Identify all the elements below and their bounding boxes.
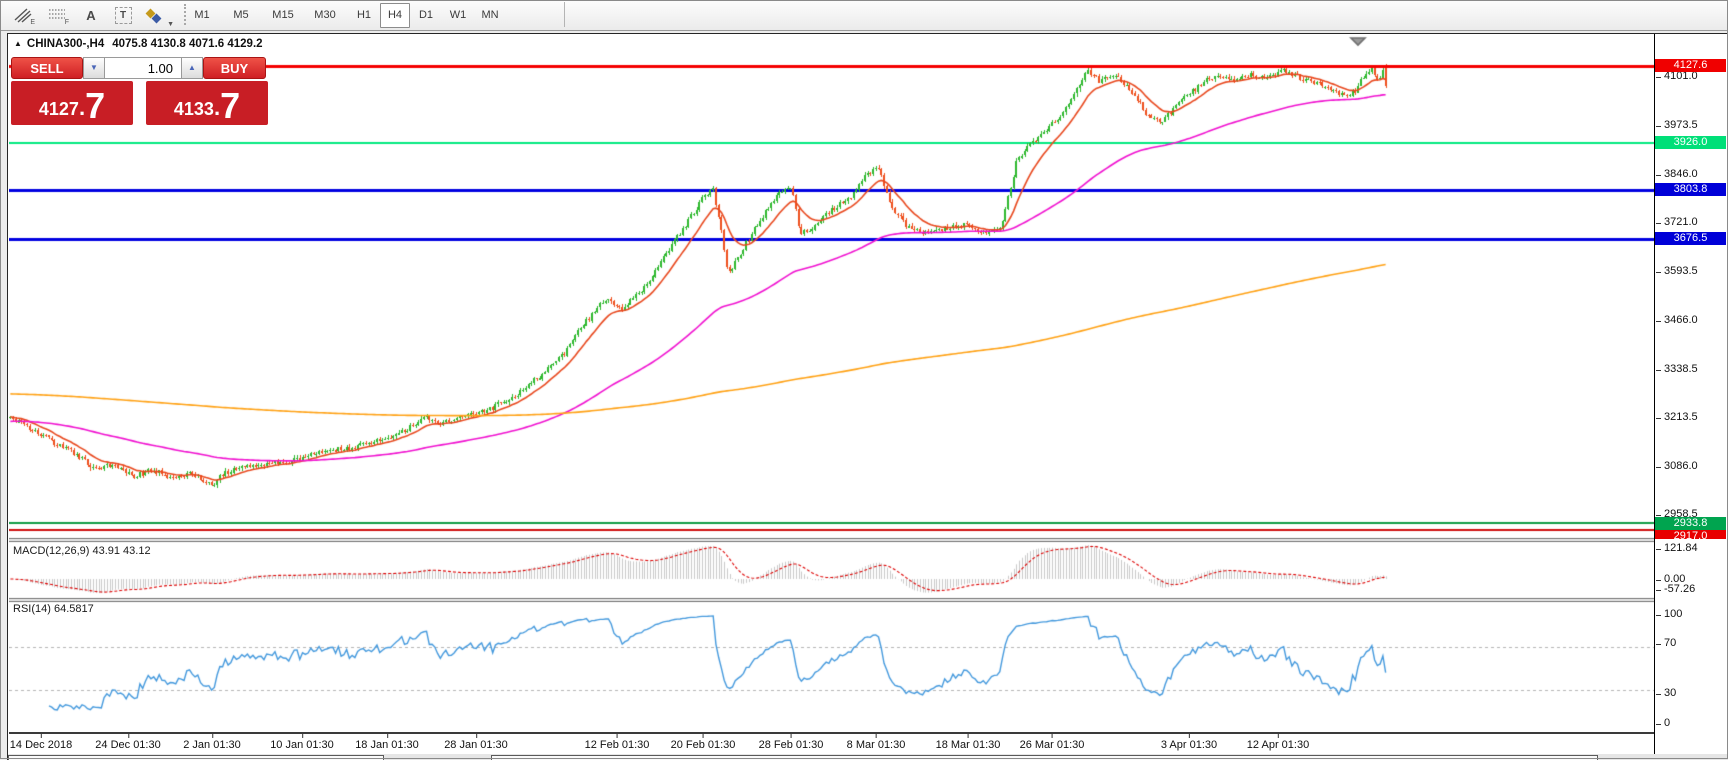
tab-timeframe-m1[interactable]: M1 [194, 9, 210, 21]
volume-increase-button[interactable]: ▲ [181, 57, 203, 79]
tab-timeframe-h4[interactable]: H4 [380, 3, 410, 28]
shapes-tool-icon[interactable]: ▼ [140, 3, 176, 28]
level-price-badge: 3676.5 [1655, 232, 1726, 245]
level-price-badge: 3803.8 [1655, 183, 1726, 196]
buy-button[interactable]: BUY [203, 57, 266, 79]
date-tick: 12 Feb 01:30 [584, 734, 650, 751]
chevron-down-icon: ▼ [167, 21, 174, 28]
rsi-axis-tick: 100 [1655, 608, 1683, 620]
statusbar-box [491, 755, 1598, 760]
rsi-axis-tick: 0 [1655, 717, 1671, 729]
price-tick: 3846.0 [1656, 168, 1698, 180]
price-tick: 3973.5 [1656, 119, 1698, 131]
tab-timeframe-m15[interactable]: M15 [272, 9, 294, 21]
level-price-badge: 3926.0 [1655, 136, 1726, 149]
chart-title: ▲ CHINA300-,H4 4075.8 4130.8 4071.6 4129.2 [14, 38, 263, 50]
fibo-tool-sub: F [64, 19, 69, 26]
date-tick: 26 Mar 01:30 [1019, 734, 1085, 751]
date-tick: 8 Mar 01:30 [846, 734, 906, 751]
volume-decrease-button[interactable]: ▼ [83, 57, 105, 79]
chart-collapse-toggle[interactable]: ▲ [14, 39, 22, 48]
tab-timeframe-h1[interactable]: H1 [356, 9, 372, 21]
price-tick: 3338.5 [1656, 363, 1698, 375]
macd-axis-tick: 0.00 [1655, 573, 1686, 585]
chart-window: ▲ CHINA300-,H4 4075.8 4130.8 4071.6 4129.2… [7, 33, 1728, 760]
rsi-axis-tick: 70 [1655, 637, 1677, 649]
price-tick: 3593.5 [1656, 265, 1698, 277]
label-tool-icon[interactable]: T [108, 3, 138, 28]
chevron-down-icon: ▼ [90, 63, 98, 72]
symbol-period-label: CHINA300-,H4 [26, 38, 105, 50]
macd-axis-tick: -57.26 [1655, 583, 1696, 595]
draw-lines-tool-icon[interactable]: E [8, 3, 38, 28]
chart-plot-area[interactable] [9, 35, 1654, 732]
tab-timeframe-m5[interactable]: M5 [233, 9, 249, 21]
lines-tool-sub: E [30, 19, 35, 26]
date-tick: 12 Apr 01:30 [1246, 734, 1310, 751]
rsi-axis-tick: 30 [1655, 687, 1677, 699]
toolbar-separator [564, 2, 565, 27]
date-tick: 2 Jan 01:30 [183, 734, 241, 751]
one-click-trading-panel: SELL ▼ ▲ BUY 4127.7 4133.7 [11, 57, 268, 125]
price-axis[interactable]: 4101.0 3973.5 3846.0 3721.0 3593.5 3466.… [1654, 34, 1728, 760]
date-axis[interactable]: 14 Dec 2018 24 Dec 01:30 2 Jan 01:30 10 … [9, 732, 1654, 754]
date-tick: 28 Feb 01:30 [758, 734, 824, 751]
tab-timeframe-d1[interactable]: D1 [418, 9, 434, 21]
price-tick: 3721.0 [1656, 216, 1698, 228]
sell-price-box[interactable]: 4127. 7 [11, 81, 133, 125]
date-tick: 24 Dec 01:30 [95, 734, 161, 751]
date-tick: 28 Jan 01:30 [444, 734, 508, 751]
tab-timeframe-mn[interactable]: MN [481, 9, 499, 21]
date-tick: 20 Feb 01:30 [670, 734, 736, 751]
price-tick: 3466.0 [1656, 314, 1698, 326]
date-tick: 3 Apr 01:30 [1160, 734, 1218, 751]
statusbar-cut-strip [8, 754, 1728, 760]
macd-indicator-label: MACD(12,26,9) 43.91 43.12 [13, 545, 151, 557]
price-tick: 4101.0 [1656, 70, 1698, 82]
bid-price-badge: 4127.6 [1655, 59, 1726, 72]
price-tick: 3086.0 [1656, 460, 1698, 472]
price-tick: 3213.5 [1656, 411, 1698, 423]
rsi-indicator-label: RSI(14) 64.5817 [13, 603, 94, 615]
sell-button[interactable]: SELL [11, 57, 83, 79]
level-price-badge: 2917.0 [1655, 530, 1726, 539]
toolbar: E F A T ▼ M1 M5 M15 M30 H1 H4 D1 W1 MN [0, 0, 1728, 31]
diamond-icon [151, 13, 162, 24]
date-tick: 10 Jan 01:30 [270, 734, 334, 751]
date-tick: 14 Dec 2018 [9, 734, 73, 751]
statusbar-box [8, 755, 384, 760]
ohlc-values: 4075.8 4130.8 4071.6 4129.2 [112, 38, 263, 50]
toolbar-grip[interactable] [184, 4, 186, 25]
fibonacci-tool-icon[interactable]: F [42, 3, 72, 28]
tab-timeframe-m30[interactable]: M30 [314, 9, 336, 21]
date-tick: 18 Mar 01:30 [935, 734, 1001, 751]
volume-input[interactable] [105, 57, 181, 79]
level-price-badge: 2933.8 [1655, 517, 1726, 530]
macd-axis-tick: 121.84 [1656, 542, 1698, 554]
tab-timeframe-w1[interactable]: W1 [449, 9, 467, 21]
buy-price-box[interactable]: 4133. 7 [146, 81, 268, 125]
chevron-up-icon: ▲ [188, 63, 196, 72]
text-tool-icon[interactable]: A [86, 8, 96, 23]
date-tick: 18 Jan 01:30 [355, 734, 419, 751]
